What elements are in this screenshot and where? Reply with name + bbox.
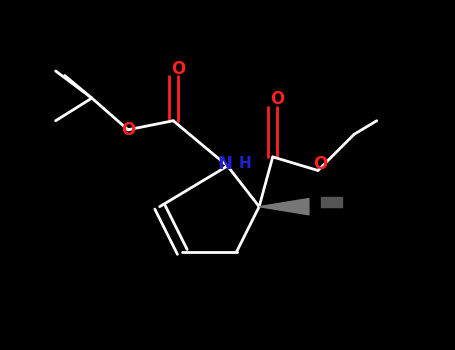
Text: N: N <box>218 155 233 173</box>
Text: O: O <box>121 121 135 139</box>
Text: O: O <box>313 155 327 173</box>
Text: O: O <box>171 60 185 78</box>
Polygon shape <box>259 198 309 215</box>
Text: H: H <box>238 156 251 171</box>
Bar <box>321 197 342 207</box>
Text: O: O <box>270 90 284 108</box>
